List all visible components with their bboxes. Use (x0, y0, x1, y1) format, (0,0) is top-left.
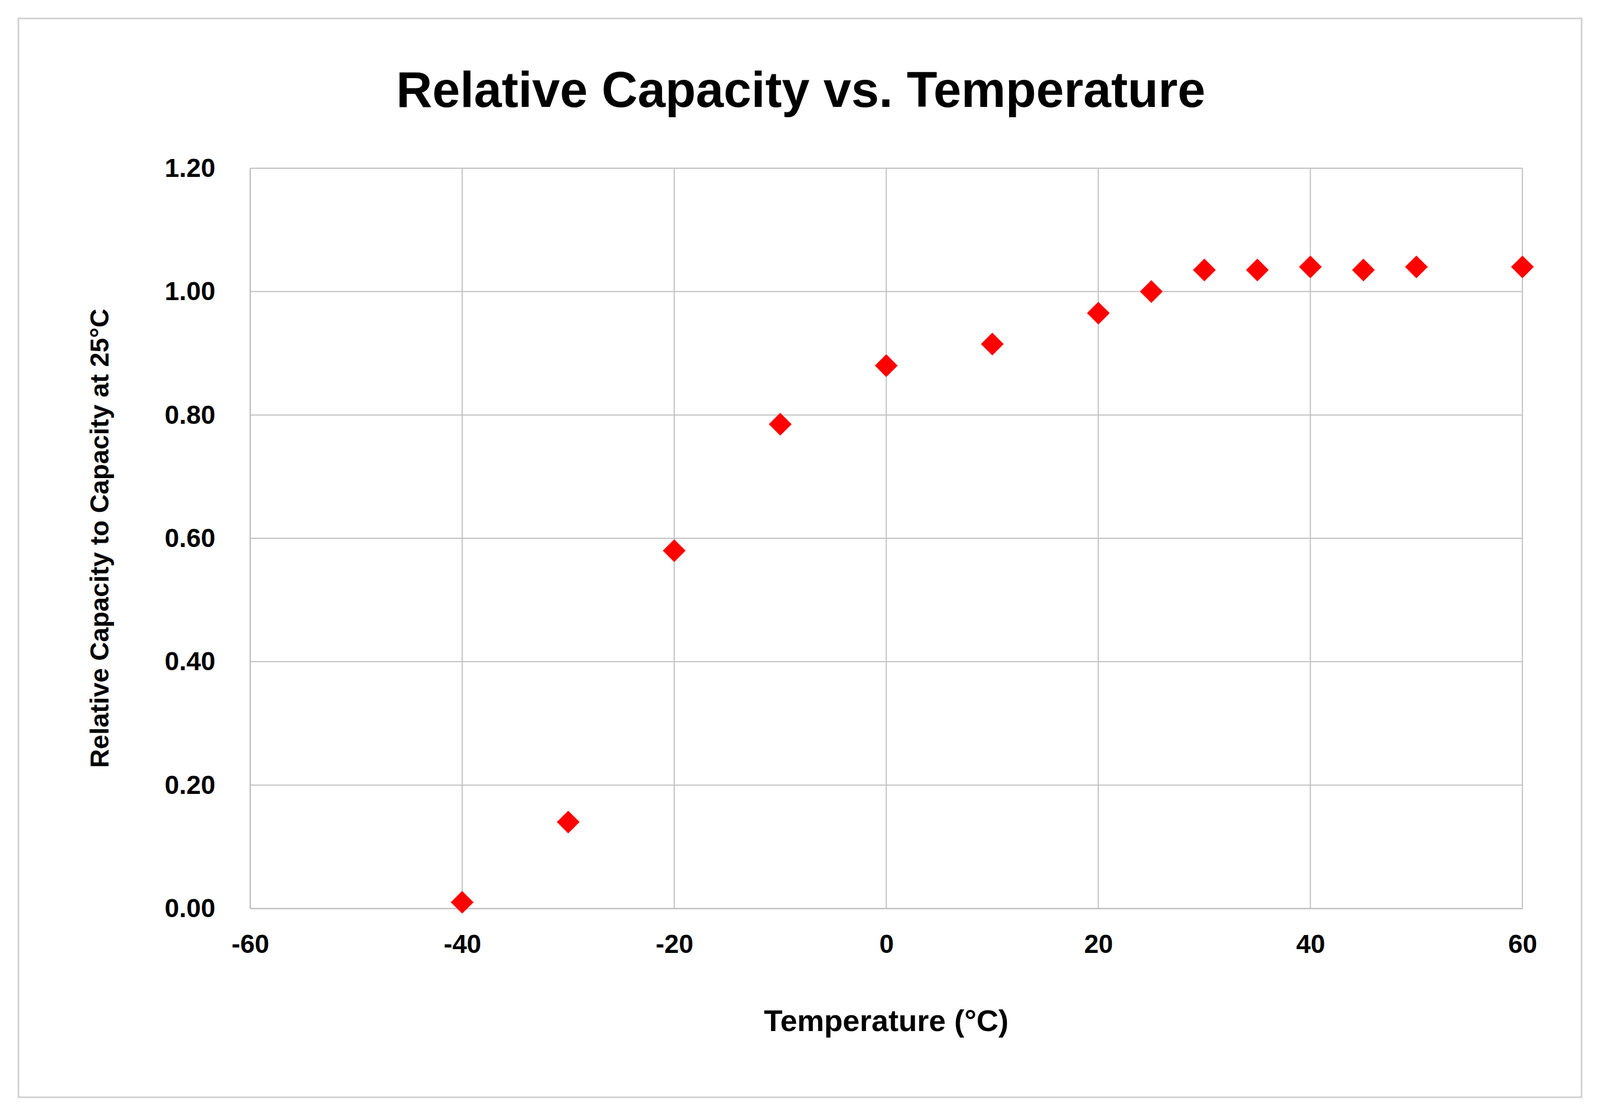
point (1245, 258, 1269, 282)
tick-label: 1.00 (164, 276, 216, 306)
point (1405, 255, 1429, 279)
grid-line-y (250, 537, 1523, 539)
grid (250, 168, 1523, 909)
x-axis-title: Temperature (°C) (763, 1003, 1009, 1038)
grid-line-y (250, 660, 1523, 662)
tick: -60 (231, 908, 270, 959)
y-axis-title: Relative Capacity to Capacity at 25°C (85, 308, 114, 768)
tick-label: 40 (1296, 929, 1325, 959)
tick: 0.40 (164, 646, 251, 676)
tick-label: 0.20 (164, 770, 216, 800)
tick: 0.80 (164, 400, 251, 430)
point (768, 412, 792, 436)
tick: 20 (1084, 908, 1113, 959)
tick-label: -20 (655, 929, 693, 959)
point (450, 890, 474, 914)
point (556, 810, 580, 834)
tick-label: 0 (879, 929, 895, 959)
grid-line-y (250, 167, 1523, 169)
tick-label: -60 (231, 929, 270, 959)
tick: 1.20 (164, 153, 251, 183)
axis-line (250, 168, 252, 909)
points (450, 255, 1534, 914)
grid-line-y (250, 784, 1523, 786)
tick: 60 (1508, 908, 1538, 959)
grid-line-y (250, 290, 1523, 292)
grid-line-x (249, 168, 251, 909)
axis-line (250, 908, 1523, 910)
point (1086, 301, 1110, 325)
grid-line-y (250, 414, 1523, 416)
point (1352, 258, 1375, 282)
point (663, 539, 686, 563)
tick-label: -40 (443, 929, 482, 959)
tick: 0 (879, 908, 895, 959)
point (875, 354, 898, 378)
point (1193, 258, 1216, 282)
point (1298, 255, 1322, 279)
point (1139, 279, 1163, 303)
x-axis: -60 -40 -20 0 20 40 60 (231, 908, 1538, 959)
tick: 0.20 (164, 770, 251, 800)
chart: -60 -40 -20 0 20 40 60 0.00 0.20 0.40 0.60 0.80 1.00… (0, 0, 1600, 1113)
tick-label: 20 (1084, 929, 1113, 959)
tick-label: 0.00 (164, 893, 216, 923)
point (1511, 255, 1534, 279)
tick: -20 (655, 908, 693, 959)
tick: 0.00 (164, 893, 251, 923)
y-axis: 0.00 0.20 0.40 0.60 0.80 1.00 1.20 (164, 153, 251, 923)
chart-frame (18, 18, 1582, 1098)
tick-label: 0.80 (164, 400, 216, 430)
tick: 40 (1296, 908, 1325, 959)
title: Relative Capacity vs. Temperature (396, 61, 1206, 118)
tick: -40 (443, 908, 482, 959)
tick-label: 0.60 (164, 523, 216, 553)
tick: 1.00 (164, 276, 251, 306)
tick-label: 0.40 (164, 646, 216, 676)
tick-label: 60 (1508, 929, 1538, 959)
point (980, 332, 1004, 356)
tick: 0.60 (164, 523, 251, 553)
tick-label: 1.20 (164, 153, 216, 183)
grid-line-y (250, 907, 1523, 909)
